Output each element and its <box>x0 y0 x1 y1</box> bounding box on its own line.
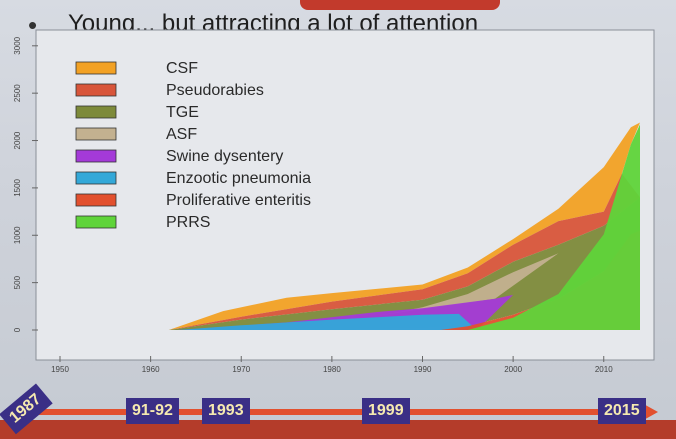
y-tick-label: 1000 <box>13 226 22 244</box>
x-tick-label: 2000 <box>504 365 522 374</box>
legend-label: ASF <box>166 126 197 143</box>
legend-label: Enzootic pneumonia <box>166 170 311 187</box>
y-tick-label: 2000 <box>13 131 22 149</box>
legend-label: CSF <box>166 60 198 77</box>
legend-swatch <box>75 171 117 185</box>
legend-label: Proliferative enteritis <box>166 192 311 209</box>
timeline-label-2015: 2015 <box>598 398 646 424</box>
legend-swatch <box>75 193 117 207</box>
legend-swatch <box>75 61 117 75</box>
x-tick-label: 1970 <box>232 365 250 374</box>
legend-swatch <box>75 83 117 97</box>
x-tick-label: 1960 <box>142 365 160 374</box>
y-tick-label: 0 <box>13 327 22 332</box>
legend-swatch <box>75 149 117 163</box>
series-area-tge <box>168 197 641 330</box>
y-tick-label: 3000 <box>13 36 22 54</box>
legend-label: TGE <box>166 104 199 121</box>
x-tick-label: 1990 <box>414 365 432 374</box>
series-area-prrs <box>440 124 640 331</box>
legend-swatch <box>75 105 117 119</box>
series-area-pseudorabies <box>168 173 641 330</box>
legend-swatch <box>75 215 117 229</box>
y-tick-label: 1500 <box>13 178 22 196</box>
legend-label: PRRS <box>166 214 210 231</box>
series-area-enzootic-pneumonia <box>177 313 477 330</box>
bullet-marker: • <box>28 10 38 40</box>
legend-label: Pseudorabies <box>166 82 264 99</box>
y-tick-label: 500 <box>13 275 22 289</box>
timeline-label-91-92: 91-92 <box>126 398 179 424</box>
legend-swatch <box>75 127 117 141</box>
x-tick-label: 1950 <box>51 365 69 374</box>
title-banner: wine <box>300 0 500 10</box>
banner-title: wine <box>310 0 363 5</box>
legend-label: Swine dysentery <box>166 148 283 165</box>
x-tick-label: 2010 <box>595 365 613 374</box>
y-tick-label: 2500 <box>13 84 22 102</box>
x-tick-label: 1980 <box>323 365 341 374</box>
timeline-label-1993: 1993 <box>202 398 250 424</box>
timeline-label-1999: 1999 <box>362 398 410 424</box>
bottom-band <box>0 420 676 439</box>
series-area-csf <box>168 122 641 330</box>
